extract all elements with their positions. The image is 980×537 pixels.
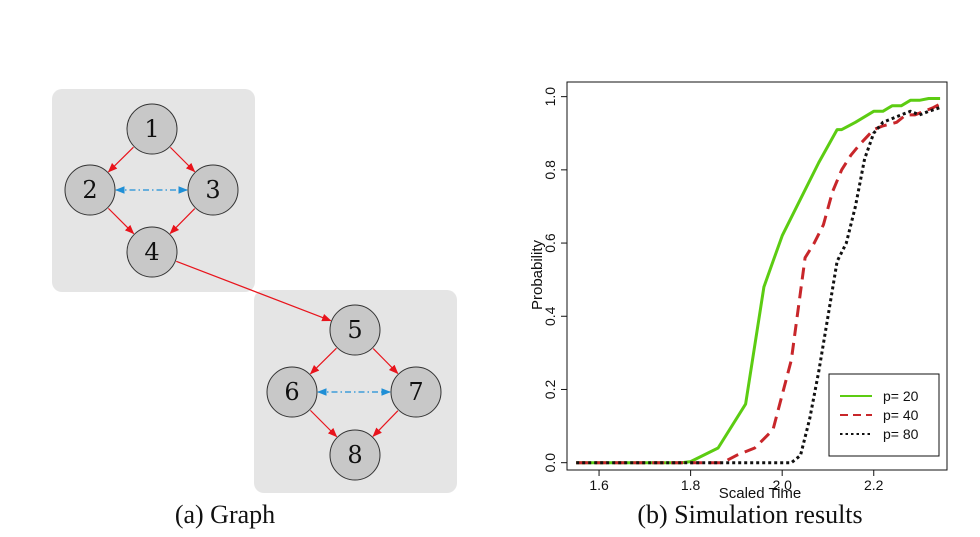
series-line-1 [576,97,941,465]
edge-7-8 [372,410,399,438]
node-circle [329,429,381,481]
edge-3-4 [169,208,196,235]
simulation-caption: (b) Simulation results [637,500,862,529]
x-axis: 1.6 1.8 2.0 2.2 [589,470,884,493]
series-line-2 [576,102,941,465]
node-3: 3 [187,164,239,216]
edge-5-7 [372,348,399,375]
node-label: 3 [205,176,220,204]
node-4: 4 [126,226,178,278]
edge-1-2 [107,146,134,173]
node-label: 8 [347,441,362,469]
node-label: 2 [82,176,97,204]
y-tick-label: 0.0 [542,453,558,473]
node-8: 8 [329,429,381,481]
y-tick-label: 0.6 [542,233,558,253]
node-circle [126,103,178,155]
node-label: 6 [284,378,299,406]
node-label: 4 [144,238,159,266]
node-circle [126,226,178,278]
node-6: 6 [266,366,318,418]
node-5: 5 [329,304,381,356]
node-circle [187,164,239,216]
graph-caption: (a) Graph [175,500,275,529]
node-circle [390,366,442,418]
y-axis: 0.0 0.2 0.4 0.6 0.8 1.0 [542,87,567,473]
node-circle [64,164,116,216]
series [576,97,941,465]
graph-diagram: 1 2 3 4 5 6 7 8 (a) Graph [52,89,457,529]
x-tick-label: 2.0 [772,477,792,493]
simulation-chart: 1.6 1.8 2.0 2.2 0.0 0.2 0.4 0.6 0.8 1.0 Scaled T… [529,81,948,529]
y-tick-label: 1.0 [542,87,558,107]
x-tick-label: 1.8 [681,477,701,493]
legend: p= 20 p= 40 p= 80 [828,373,940,457]
legend-label: p= 40 [883,407,919,423]
edge-5-6 [309,347,337,375]
x-axis-title: Scaled Time [719,485,802,502]
edge-1-3 [169,146,196,173]
x-tick-label: 2.2 [864,477,884,493]
node-circle [266,366,318,418]
node-label: 5 [347,316,362,344]
legend-label: p= 20 [883,388,919,404]
legend-label: p= 80 [883,426,919,442]
edge-2-4 [107,207,135,235]
series-line-3 [576,106,941,465]
node-circle [329,304,381,356]
y-tick-label: 0.4 [542,306,558,326]
node-2: 2 [64,164,116,216]
node-label: 7 [408,378,423,406]
plot-frame [566,81,948,471]
edges [107,146,399,438]
node-7: 7 [390,366,442,418]
edge-4-5 [176,260,332,322]
node-label: 1 [144,115,159,143]
y-tick-label: 0.8 [542,160,558,180]
y-tick-label: 0.2 [542,380,558,400]
x-tick-label: 1.6 [589,477,609,493]
nodes: 1 2 3 4 5 6 7 8 [64,103,442,481]
y-axis-title: Probability [529,239,546,310]
node-1: 1 [126,103,178,155]
edge-6-8 [309,409,338,438]
